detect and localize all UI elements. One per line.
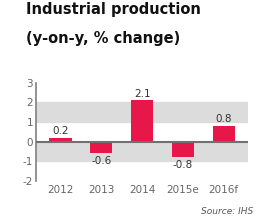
Text: 0.2: 0.2 [52, 126, 69, 136]
Text: -0.8: -0.8 [173, 160, 193, 170]
Bar [172, 142, 194, 157]
Text: 2.1: 2.1 [134, 89, 150, 99]
Text: Industrial production: Industrial production [26, 2, 200, 17]
Bar [131, 100, 153, 142]
Bar [90, 142, 112, 153]
Text: 0.8: 0.8 [216, 114, 232, 124]
Text: -0.6: -0.6 [91, 156, 111, 166]
Bar [212, 126, 235, 142]
Bar [36, 102, 248, 122]
Bar [49, 138, 72, 142]
Bar [36, 142, 248, 161]
Text: Source: IHS: Source: IHS [201, 207, 253, 216]
Text: (y-on-y, % change): (y-on-y, % change) [26, 31, 180, 46]
